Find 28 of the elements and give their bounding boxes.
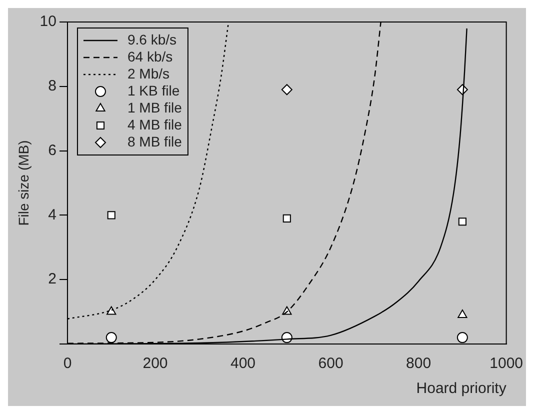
x-axis-title: Hoard priority <box>416 380 507 398</box>
legend-label: 64 kb/s <box>127 48 173 64</box>
x-tick-label: 400 <box>230 355 256 372</box>
x-tick-label: 800 <box>406 355 432 372</box>
point <box>458 310 468 318</box>
point <box>107 211 116 220</box>
y-tick-label: 10 <box>40 13 56 30</box>
y-tick-label: 4 <box>48 206 56 224</box>
point <box>456 332 468 344</box>
y-tick-label: 8 <box>48 78 56 95</box>
x-tick-label: 200 <box>142 355 168 372</box>
point <box>282 214 291 222</box>
legend-label: 2 Mb/s <box>127 65 170 82</box>
legend-label: 4 MB file <box>127 116 182 132</box>
y-axis-title: File size (MB) <box>15 140 32 226</box>
legend-label: 8 MB file <box>127 133 182 150</box>
legend-label: 1 MB file <box>127 99 182 116</box>
y-tick-label: 2 <box>48 270 56 288</box>
legend-label: 9.6 kb/s <box>127 31 177 48</box>
legend-label: 1 KB file <box>127 82 180 98</box>
x-tick-label: 1000 <box>490 355 524 372</box>
point <box>106 332 117 344</box>
x-tick-label: 600 <box>318 355 344 372</box>
point <box>281 84 292 96</box>
y-tick-label: 6 <box>48 142 56 159</box>
x-tick-label: 0 <box>63 355 72 372</box>
point <box>458 218 466 226</box>
point <box>106 306 116 315</box>
